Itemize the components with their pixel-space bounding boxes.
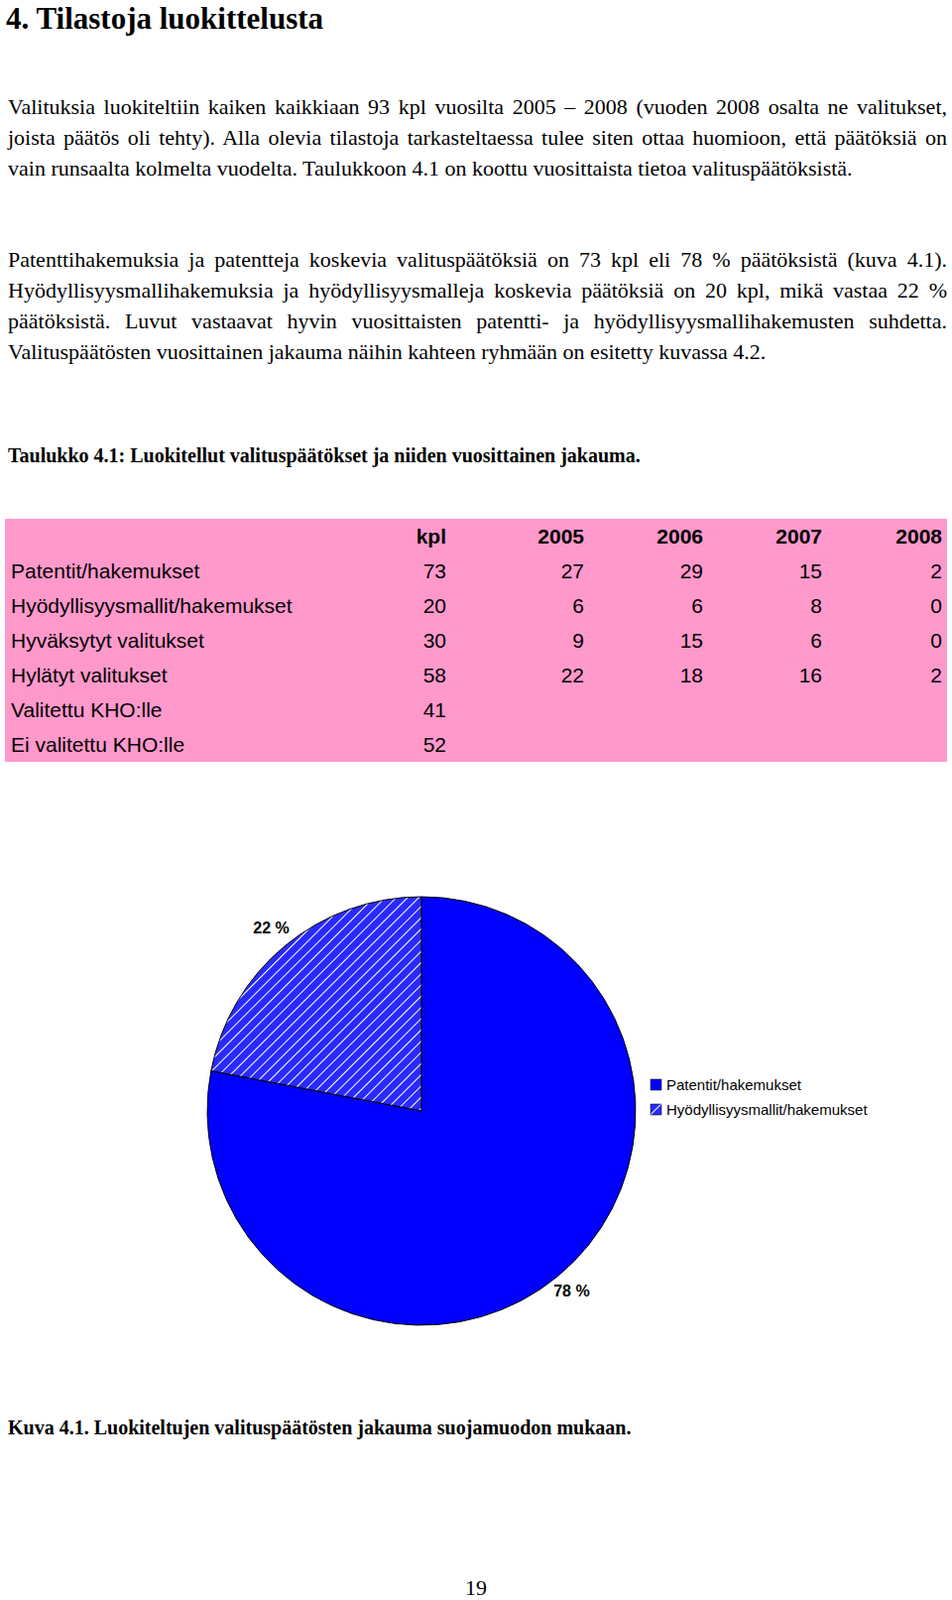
pie-slice (211, 896, 422, 1111)
legend-swatch (650, 1078, 662, 1090)
table-row-label: Hyväksytyt valitukset (10, 622, 205, 658)
table-header: 2006 (656, 518, 704, 554)
table-cell: 15 (680, 622, 704, 658)
data-label: 78 % (553, 1282, 590, 1300)
table-header: 2008 (895, 518, 943, 554)
table-cell: 52 (423, 726, 447, 762)
pie-slice (207, 896, 636, 1325)
table-cell: 29 (680, 553, 704, 589)
table-cell: 0 (930, 622, 943, 658)
table-cell: 2 (930, 657, 943, 693)
table: kpl2005200620072008Patentit/hakemukset73… (4, 518, 948, 762)
paragraph: Patenttihakemuksia ja patentteja koskevi… (7, 243, 948, 367)
table-cell: 15 (799, 553, 823, 589)
table-row-label: Ei valitettu KHO:lle (10, 726, 185, 762)
table-cell: 6 (572, 588, 585, 623)
table-cell: 27 (561, 553, 585, 589)
table-cell: 30 (423, 622, 447, 658)
table-row-label: Hylätyt valitukset (10, 657, 168, 693)
table-cell: 20 (423, 588, 447, 623)
pie-chart: 78 % 22 % Patentit/hakemukset Hyödyllisyysm… (0, 833, 952, 1389)
table-row-label: Patentit/hakemukset (10, 553, 200, 589)
data-label: 22 % (252, 919, 289, 937)
heading: 4. Tilastoja luokittelusta (5, 0, 324, 38)
table-row-label: Hyödyllisyysmallit/hakemukset (10, 588, 293, 623)
table-cell: 58 (423, 657, 447, 693)
table-cell: 0 (930, 588, 943, 623)
table-cell: 6 (691, 588, 704, 623)
table-cell: 41 (423, 692, 447, 727)
table-header: kpl (416, 518, 447, 554)
table-cell: 73 (423, 553, 447, 589)
table-caption: Taulukko 4.1: Luokitellut valituspäätöks… (7, 444, 641, 468)
page-number: 19 (0, 1574, 952, 1600)
legend-entry: Patentit/hakemukset (666, 1075, 803, 1093)
table-cell: 16 (799, 657, 823, 693)
table-row-label: Valitettu KHO:lle (10, 692, 163, 727)
paragraph: Valituksia luokiteltiin kaiken kaikkiaan… (7, 91, 948, 184)
table-cell: 2 (930, 553, 943, 589)
table-cell: 9 (572, 622, 585, 658)
figure-caption: Kuva 4.1. Luokiteltujen valituspäätösten… (7, 1416, 631, 1439)
table-cell: 8 (810, 588, 823, 623)
table-cell: 18 (680, 657, 704, 693)
legend-entry: Hyödyllisyysmallit/hakemukset (666, 1100, 868, 1118)
table-header: 2007 (775, 518, 823, 554)
table-header: 2005 (537, 518, 585, 554)
table-cell: 6 (810, 622, 823, 658)
slices (207, 896, 636, 1325)
table-cell: 22 (561, 657, 585, 693)
legend-swatch (650, 1103, 662, 1115)
